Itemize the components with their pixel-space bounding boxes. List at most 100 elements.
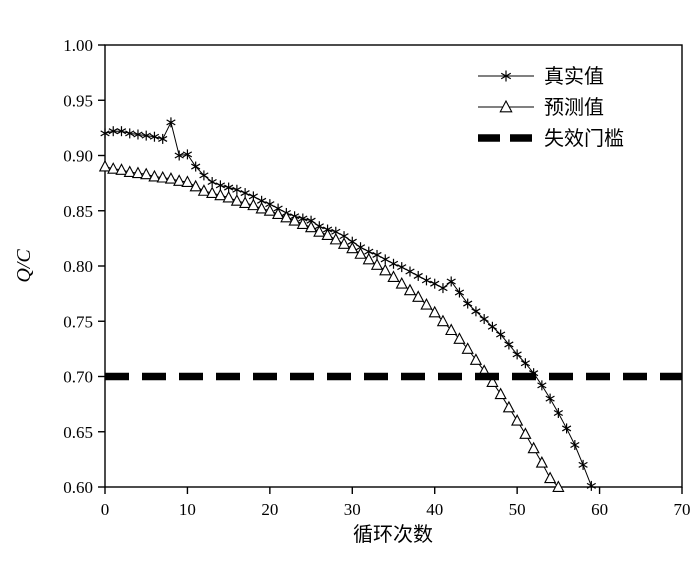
triangle-marker — [247, 198, 260, 211]
triangle-marker — [189, 179, 202, 192]
triangle-marker — [115, 163, 128, 175]
asterisk-marker — [100, 128, 110, 139]
asterisk-marker — [504, 339, 514, 350]
asterisk-marker — [182, 149, 193, 160]
x-tick-label: 40 — [426, 500, 443, 519]
triangle-marker — [370, 258, 384, 270]
legend-label: 真实值 — [544, 65, 604, 88]
y-tick-label: 0.70 — [63, 368, 93, 387]
x-tick-label: 50 — [509, 500, 526, 519]
triangle-marker — [502, 400, 516, 413]
asterisk-marker — [149, 131, 160, 142]
y-axis-ticks: 0.60 0.65 0.70 0.75 0.80 0.85 0.90 0.95 1.00 — [63, 36, 105, 497]
asterisk-marker — [397, 262, 407, 273]
triangle-marker — [403, 283, 417, 296]
asterisk-marker — [116, 126, 127, 137]
asterisk-marker — [487, 321, 498, 332]
y-tick-label: 0.90 — [63, 147, 93, 166]
y-tick-label: 0.80 — [63, 257, 93, 276]
triangle-marker — [131, 166, 145, 179]
triangle-marker — [214, 188, 227, 201]
triangle-marker — [148, 169, 161, 182]
y-tick-label: 0.65 — [63, 423, 93, 442]
asterisk-marker — [561, 423, 572, 434]
triangle-marker — [499, 99, 513, 113]
triangle-marker — [337, 237, 351, 249]
asterisk-marker — [199, 170, 209, 181]
asterisk-marker — [191, 161, 201, 172]
asterisk-marker — [232, 184, 242, 195]
asterisk-marker — [586, 480, 596, 491]
asterisk-marker — [463, 298, 473, 309]
triangle-marker — [346, 241, 359, 254]
triangle-marker — [123, 165, 136, 178]
triangle-marker — [453, 332, 466, 344]
triangle-marker — [354, 247, 367, 259]
triangle-marker — [280, 210, 293, 223]
asterisk-marker — [520, 358, 531, 369]
asterisk-marker — [158, 133, 168, 144]
triangle-marker — [140, 167, 153, 180]
asterisk-marker — [545, 393, 555, 404]
x-tick-label: 10 — [179, 500, 196, 519]
y-tick-label: 1.00 — [63, 36, 93, 55]
asterisk-marker — [496, 329, 506, 340]
x-tick-label: 0 — [101, 500, 110, 519]
triangle-marker — [206, 186, 219, 199]
asterisk-marker — [479, 314, 489, 325]
legend-item-预测值: 预测值 — [478, 96, 604, 119]
triangle-marker — [164, 172, 178, 184]
triangle-marker — [296, 217, 309, 229]
triangle-marker — [181, 175, 194, 187]
asterisk-marker — [537, 380, 547, 391]
y-axis-label: Q/C — [13, 249, 35, 283]
x-tick-label: 60 — [591, 500, 608, 519]
triangle-marker — [469, 353, 483, 365]
asterisk-marker — [500, 70, 512, 82]
triangle-marker — [230, 194, 244, 206]
triangle-marker — [543, 471, 557, 484]
asterisk-marker — [125, 128, 135, 139]
chart-root: 0 10 20 30 40 50 60 700.600.650.700.750.800.850… — [63, 36, 690, 519]
triangle-marker — [535, 456, 549, 468]
asterisk-marker — [405, 266, 415, 277]
y-tick-label: 0.85 — [63, 202, 93, 221]
asterisk-marker — [141, 130, 151, 141]
triangle-marker — [436, 314, 450, 327]
triangle-marker — [519, 427, 532, 439]
asterisk-marker — [446, 276, 456, 287]
asterisk-marker — [570, 440, 580, 451]
triangle-marker — [222, 190, 235, 203]
legend-item-真实值: 真实值 — [478, 65, 604, 88]
triangle-marker — [362, 252, 375, 265]
y-tick-label: 0.95 — [63, 91, 93, 110]
y-tick-label: 0.60 — [63, 478, 93, 497]
triangle-marker — [461, 342, 474, 354]
triangle-marker — [412, 290, 425, 302]
triangle-marker — [304, 220, 318, 233]
triangle-marker — [197, 184, 211, 196]
triangle-marker — [379, 263, 392, 276]
x-axis-label: 循环次数 — [353, 523, 433, 546]
triangle-marker — [420, 297, 433, 310]
series-预测值 — [98, 159, 565, 492]
asterisk-marker — [438, 283, 448, 294]
series-line — [104, 166, 559, 488]
asterisk-marker — [166, 117, 176, 128]
triangle-marker — [511, 414, 524, 426]
triangle-marker — [313, 225, 326, 237]
triangle-marker — [445, 323, 458, 336]
asterisk-marker — [413, 270, 423, 281]
x-tick-label: 20 — [261, 500, 278, 519]
triangle-marker — [329, 232, 342, 245]
asterisk-marker — [471, 306, 481, 317]
triangle-marker — [238, 196, 252, 208]
asterisk-marker — [133, 129, 143, 140]
triangle-marker — [552, 480, 565, 492]
asterisk-marker — [454, 287, 465, 298]
legend-label: 预测值 — [544, 96, 604, 119]
triangle-marker — [107, 162, 120, 174]
x-tick-label: 70 — [674, 500, 691, 519]
